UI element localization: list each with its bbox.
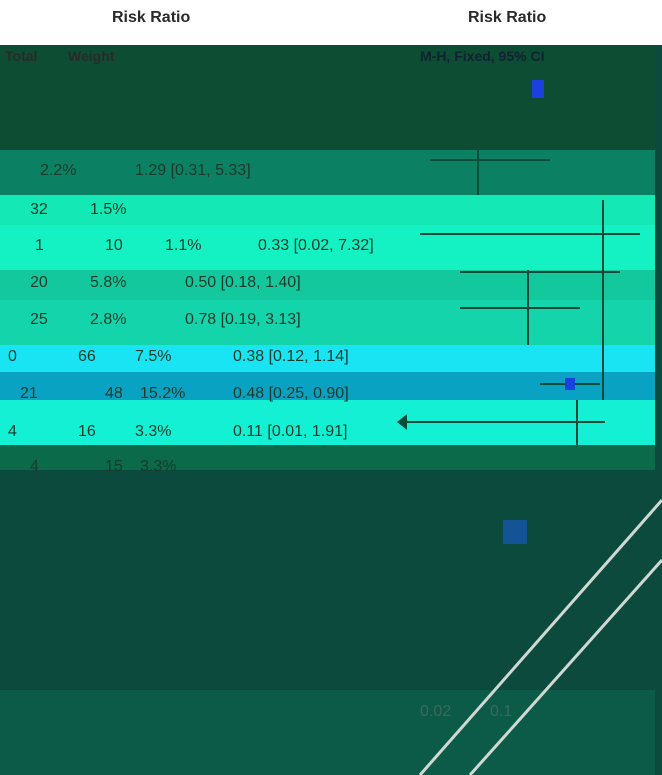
- marker: [565, 378, 575, 390]
- header-title: Risk Ratio: [112, 9, 191, 26]
- table-cell: 2.8%: [90, 311, 127, 328]
- decoration: [468, 559, 662, 775]
- table-cell: 0.48 [0.25, 0.90]: [233, 385, 349, 402]
- table-cell: 0: [8, 348, 17, 365]
- table-cell: 15.2%: [140, 385, 186, 402]
- band: [0, 150, 655, 195]
- column-header: Weight: [68, 48, 115, 64]
- table-cell: 4: [30, 458, 39, 475]
- column-header: M-H, Fixed, 95% CI: [420, 48, 545, 64]
- band: [0, 270, 655, 300]
- column-header: Total: [5, 48, 38, 64]
- decoration: [418, 499, 662, 775]
- table-cell: 5.8%: [90, 274, 127, 291]
- table-cell: 0.38 [0.12, 1.14]: [233, 348, 349, 365]
- band: [0, 445, 655, 470]
- table-cell: 1.1%: [165, 237, 202, 254]
- table-cell: 16: [78, 423, 96, 440]
- table-cell: 66: [78, 348, 96, 365]
- table-cell: 10: [105, 237, 123, 254]
- header-title: Risk Ratio: [468, 9, 547, 26]
- band: [0, 45, 655, 150]
- axis-label: 0.1: [490, 703, 513, 720]
- band: [0, 225, 655, 270]
- table-cell: 1.5%: [90, 201, 127, 218]
- axis-label: 0.02: [420, 703, 452, 720]
- table-cell: 0.50 [0.18, 1.40]: [185, 274, 301, 291]
- table-cell: 32: [30, 201, 48, 218]
- band: [0, 372, 655, 400]
- marker: [532, 80, 544, 98]
- table-cell: 15: [105, 458, 123, 475]
- table-cell: 21: [20, 385, 38, 402]
- table-cell: 3.3%: [135, 423, 172, 440]
- band: [0, 690, 655, 775]
- arrow: [397, 414, 407, 430]
- band: [0, 195, 655, 225]
- table-cell: 48: [105, 385, 123, 402]
- table-cell: 0.11 [0.01, 1.91]: [233, 423, 348, 440]
- table-cell: 0.33 [0.02, 7.32]: [258, 237, 374, 254]
- table-cell: 25: [30, 311, 48, 328]
- band: [0, 345, 655, 372]
- header-band: [0, 0, 662, 45]
- table-cell: 0.78 [0.19, 3.13]: [185, 311, 301, 328]
- table-cell: 1: [35, 237, 44, 254]
- table-cell: 2.2%: [40, 162, 77, 179]
- table-cell: 7.5%: [135, 348, 172, 365]
- table-cell: 4: [8, 423, 17, 440]
- table-cell: 1.29 [0.31, 5.33]: [135, 162, 251, 179]
- table-cell: 3.3%: [140, 458, 177, 475]
- table-cell: 20: [30, 274, 48, 291]
- marker: [503, 520, 527, 544]
